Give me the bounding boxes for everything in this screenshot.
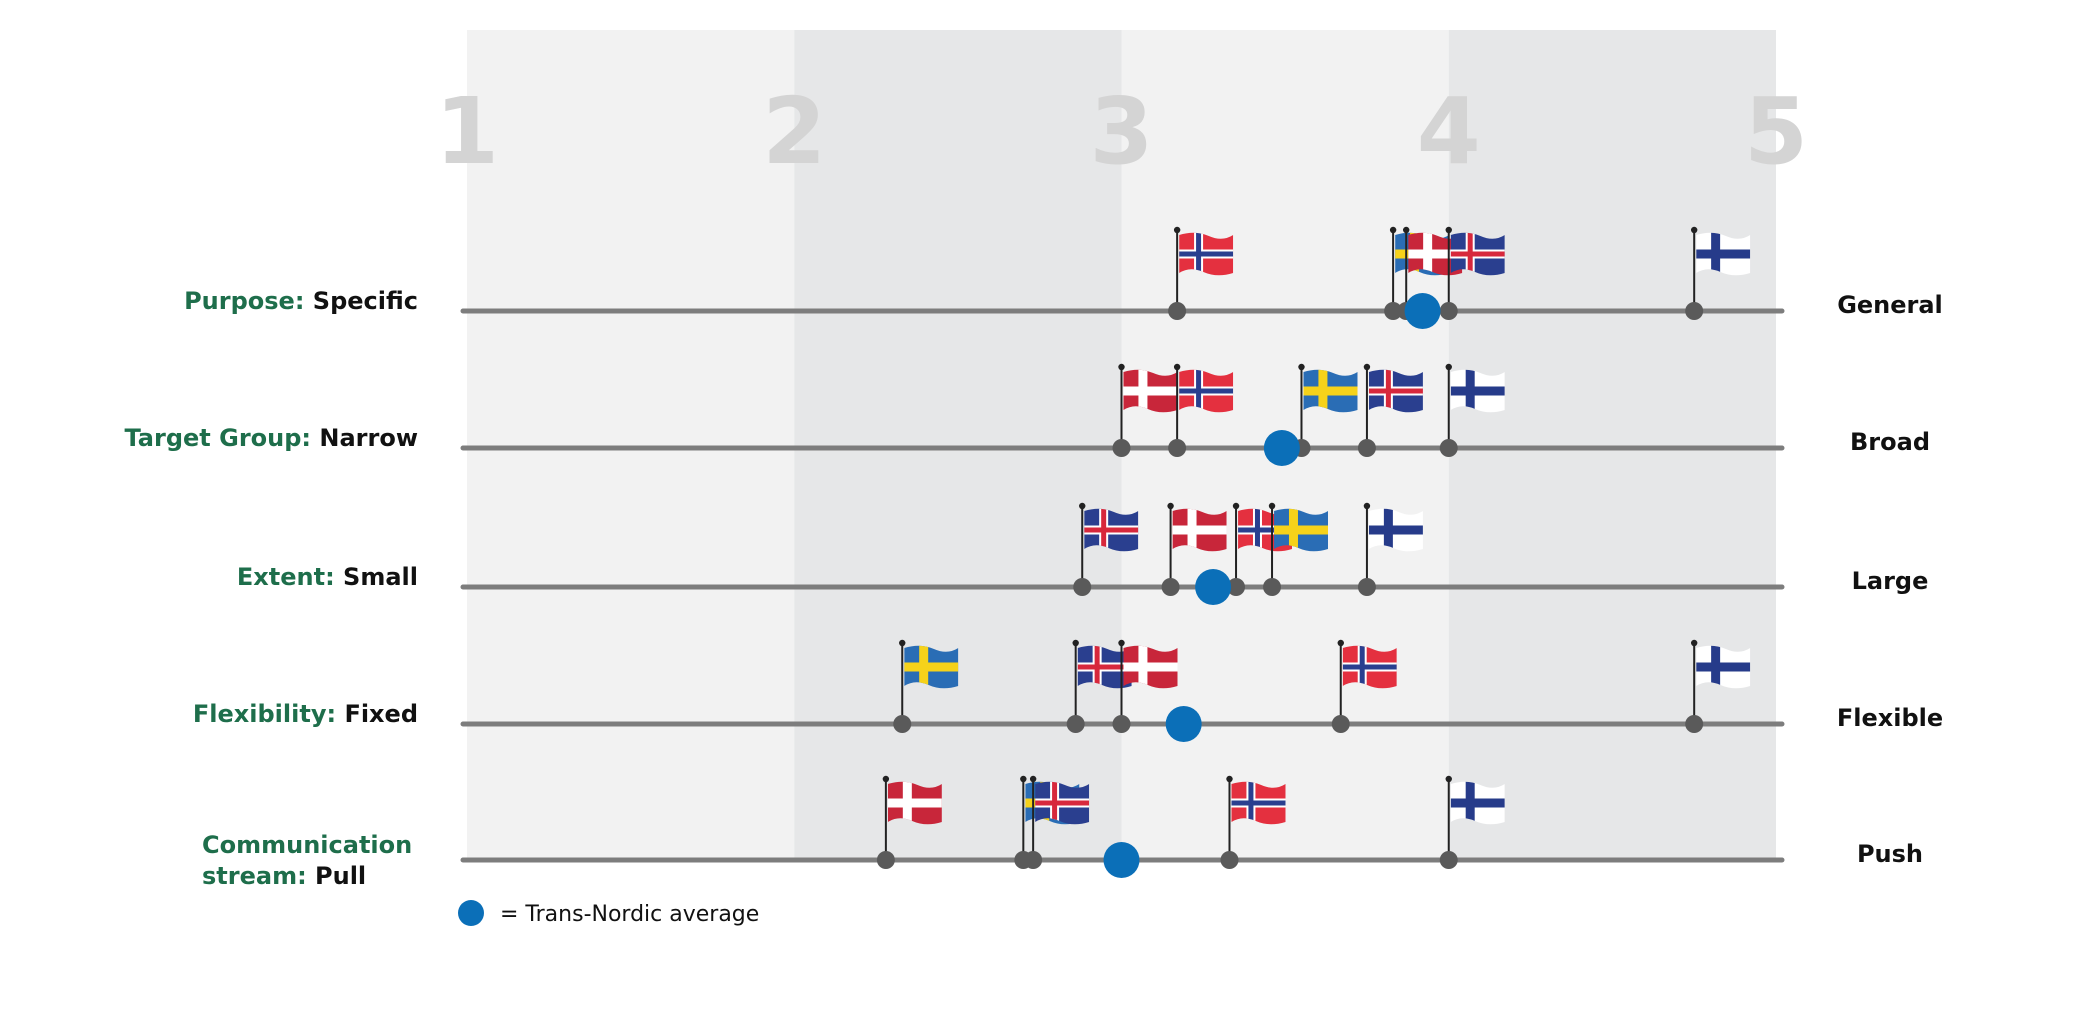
category-label: Target Group: Narrow [125, 424, 418, 452]
flag-finland [1690, 639, 1751, 724]
right-pole-label: General [1837, 291, 1943, 319]
point-norway [1168, 302, 1187, 320]
category-label: Purpose: Specific [184, 287, 418, 315]
point-finland [1685, 302, 1704, 320]
right-pole-label: Flexible [1837, 704, 1943, 732]
flag-iceland [1072, 639, 1132, 724]
legend: = Trans-Nordic average [458, 900, 759, 927]
average-marker [1103, 842, 1140, 878]
point-denmark [1112, 715, 1131, 733]
point-norway [1168, 439, 1187, 457]
left-pole-label: Narrow [319, 424, 418, 452]
flag-norway [1173, 363, 1234, 448]
left-pole-label: Fixed [344, 700, 418, 728]
point-sweden [1263, 578, 1282, 596]
category-label-line2: stream: Pull [202, 862, 366, 890]
x-tick-label: 1 [435, 78, 499, 185]
average-marker [1263, 430, 1300, 466]
flag-denmark [1167, 502, 1227, 587]
row-1: Purpose: Specific General [184, 226, 1943, 329]
flag-norway [1337, 639, 1397, 724]
point-sweden [1384, 302, 1403, 320]
left-pole-label: Small [343, 563, 418, 591]
point-iceland [1024, 851, 1043, 869]
flag-sweden [1268, 502, 1329, 587]
x-tick-label: 4 [1417, 78, 1481, 185]
chart-rows: Purpose: Specific General Target Group: Na… [125, 226, 1943, 890]
average-marker [1195, 569, 1232, 605]
flag-finland [1445, 775, 1505, 860]
point-denmark [1112, 439, 1131, 457]
flag-finland [1445, 363, 1505, 448]
left-pole-label: Specific [313, 287, 418, 315]
point-iceland [1439, 302, 1458, 320]
point-iceland [1357, 439, 1376, 457]
flag-iceland [1079, 502, 1139, 587]
flag-iceland [1029, 775, 1090, 860]
point-norway [1227, 578, 1246, 596]
flag-norway [1226, 775, 1286, 860]
legend-average-marker [458, 900, 484, 926]
x-axis-ticks: 1 2 3 4 5 [435, 78, 1808, 185]
flag-denmark [882, 775, 942, 860]
flag-denmark [1118, 639, 1178, 724]
legend-label: = Trans-Nordic average [500, 902, 759, 927]
point-denmark [876, 851, 895, 869]
flag-finland [1363, 502, 1423, 587]
x-tick-label: 5 [1744, 78, 1808, 185]
point-finland [1357, 578, 1376, 596]
flag-finland [1690, 226, 1751, 311]
band-2 [794, 30, 1122, 860]
flag-iceland [1363, 363, 1423, 448]
category-label: Extent: Small [237, 563, 418, 591]
right-pole-label: Large [1852, 567, 1929, 595]
category-label: Communication [202, 831, 412, 859]
point-iceland [1073, 578, 1092, 596]
category-label: Flexibility: Fixed [193, 700, 418, 728]
band-4 [1448, 30, 1776, 860]
row-3: Extent: Small Large [237, 502, 1929, 605]
point-norway [1220, 851, 1239, 869]
row-2: Target Group: Narrow Broad [125, 363, 1930, 466]
flag-denmark [1118, 363, 1178, 448]
x-tick-label: 3 [1089, 78, 1153, 185]
right-pole-label: Push [1857, 840, 1923, 868]
flag-norway [1173, 226, 1234, 311]
point-sweden [893, 715, 912, 733]
x-tick-label: 2 [762, 78, 826, 185]
row-4: Flexibility: Fixed Flexible [193, 639, 1943, 742]
right-pole-label: Broad [1850, 428, 1930, 456]
left-pole-label: Pull [315, 862, 366, 890]
flag-sweden [1298, 363, 1358, 448]
average-marker [1165, 706, 1202, 742]
point-finland [1439, 851, 1458, 869]
average-marker [1404, 293, 1441, 329]
point-norway [1331, 715, 1350, 733]
point-iceland [1066, 715, 1085, 733]
point-denmark [1161, 578, 1180, 596]
row-5: Communication stream: Pull Push [202, 775, 1923, 890]
flag-sweden [899, 639, 959, 724]
point-finland [1439, 439, 1458, 457]
flag-iceland [1445, 226, 1505, 311]
point-finland [1685, 715, 1704, 733]
band-1 [467, 30, 795, 860]
